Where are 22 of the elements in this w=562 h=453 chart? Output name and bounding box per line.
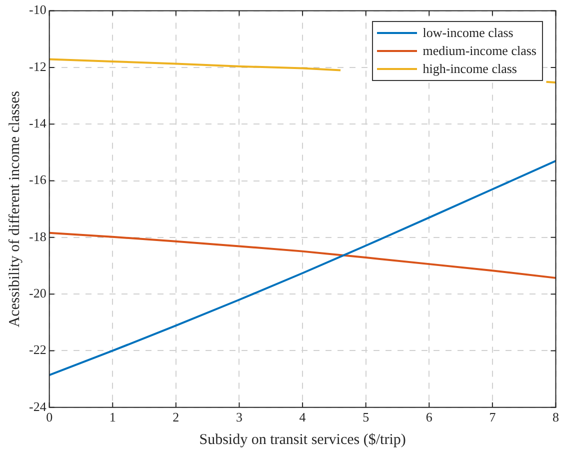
y-axis-title: Acessibility of different income classes — [6, 90, 23, 328]
x-tick-label: 7 — [489, 410, 496, 425]
legend-label: medium-income class — [422, 42, 536, 59]
y-tick-label: -20 — [28, 286, 46, 301]
x-tick-label: 6 — [426, 410, 433, 425]
x-tick-label: 5 — [362, 410, 370, 425]
x-tick-label: 0 — [46, 410, 53, 425]
y-tick-label: -12 — [28, 58, 46, 74]
y-tick-label: -10 — [28, 2, 46, 18]
y-tick-label: -24 — [28, 398, 47, 414]
legend-label: low-income class — [422, 24, 514, 41]
y-tick-label: -22 — [28, 342, 46, 358]
x-tick-label: 2 — [172, 410, 180, 425]
y-tick-label: -16 — [28, 172, 47, 188]
legend-label: high-income class — [422, 60, 517, 77]
x-tick-label: 4 — [299, 410, 306, 425]
y-tick-label: -14 — [28, 116, 47, 131]
x-tick-label: 1 — [109, 410, 116, 425]
x-tick-label: 8 — [552, 410, 559, 425]
x-tick-label: 3 — [236, 410, 242, 425]
x-axis-title: Subsidy on transit services ($/trip) — [199, 432, 406, 448]
y-tick-label: -18 — [28, 228, 46, 244]
